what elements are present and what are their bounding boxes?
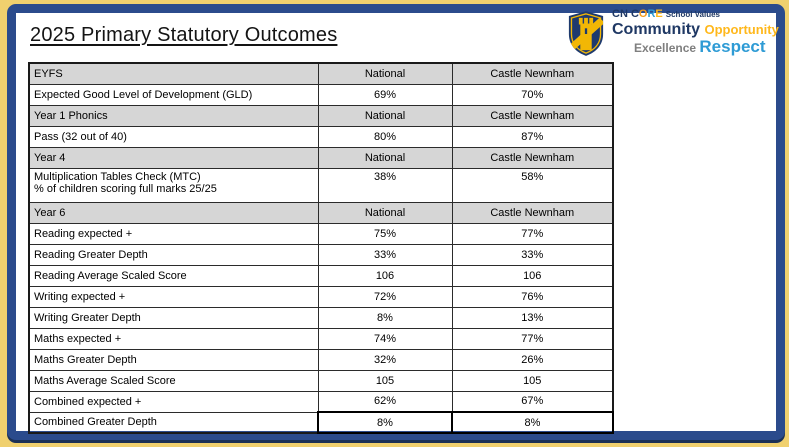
school-value-cell: 77% <box>451 222 614 245</box>
school-value-cell: 77% <box>451 327 614 350</box>
table-row: Writing expected +72% 76% <box>28 285 614 308</box>
row-label-cell: EYFS <box>28 62 319 85</box>
school-value-cell: 87% <box>451 125 614 148</box>
table-row: Combined expected +62% 67% <box>28 390 614 413</box>
cn-label: CN <box>612 8 631 20</box>
row-label-cell: Writing Greater Depth <box>28 306 319 329</box>
national-value-cell: 74% <box>317 327 453 350</box>
table-row: Combined Greater Depth 8% 8% <box>28 411 614 434</box>
school-value-cell: 67% <box>451 390 614 413</box>
row-label-cell: Reading Greater Depth <box>28 243 319 266</box>
school-value-cell: 106 <box>451 264 614 287</box>
community-label: Community <box>612 20 705 38</box>
table-row: Reading Average Scaled Score 106 106 <box>28 264 614 287</box>
row-label-cell: Combined expected + <box>28 390 319 413</box>
row-label-cell: Reading Average Scaled Score <box>28 264 319 287</box>
school-crest-icon <box>568 11 604 56</box>
excellence-label: Excellence <box>634 41 700 56</box>
table-row: Writing Greater Depth 8% 13% <box>28 306 614 329</box>
community-opportunity-line: Community Opportunity <box>612 20 779 39</box>
row-label-cell: Maths expected + <box>28 327 319 350</box>
opportunity-label: Opportunity <box>704 21 779 37</box>
national-value-cell: 72% <box>317 285 453 308</box>
row-label-cell: Maths Greater Depth <box>28 348 319 371</box>
national-value-cell: 32% <box>317 348 453 371</box>
table-row: Reading Greater Depth 33% 33% <box>28 243 614 266</box>
national-value-cell: 62% <box>317 390 453 413</box>
row-label-cell: Year 1 Phonics <box>28 104 319 127</box>
school-value-cell: 33% <box>451 243 614 266</box>
national-value-cell: National <box>317 104 453 127</box>
outcomes-table-body: EYFS National Castle Newnham Expected Good … <box>28 62 614 434</box>
section-header-row: Year 6 National Castle Newnham <box>28 201 614 224</box>
table-row: Pass (32 out of 40) 80% 87% <box>28 125 614 148</box>
national-value-cell: 80% <box>317 125 453 148</box>
core-letter-r: R <box>647 8 656 20</box>
school-value-cell: 76% <box>451 285 614 308</box>
section-header-row: Year 4 National Castle Newnham <box>28 146 614 169</box>
row-label-cell: Combined Greater Depth <box>28 411 319 434</box>
school-value-cell: Castle Newnham <box>451 104 614 127</box>
school-value-cell: Castle Newnham <box>451 146 614 169</box>
national-value-cell: National <box>317 146 453 169</box>
national-value-cell: National <box>317 62 453 85</box>
table-row: Maths expected +74% 77% <box>28 327 614 350</box>
table-row: Multiplication Tables Check (MTC)% of ch… <box>28 167 614 203</box>
core-letter-c: C <box>630 8 639 20</box>
school-value-cell: Castle Newnham <box>451 62 614 85</box>
table-row: Expected Good Level of Development (GLD)… <box>28 83 614 106</box>
table-row: Maths Average Scaled Score 105 105 <box>28 369 614 392</box>
row-label-cell: Writing expected + <box>28 285 319 308</box>
school-value-cell: 8% <box>451 411 614 434</box>
national-value-cell: 8% <box>317 411 453 434</box>
national-value-cell: 33% <box>317 243 453 266</box>
row-label-cell: Reading expected + <box>28 222 319 245</box>
school-value-cell: 26% <box>451 348 614 371</box>
page-title: 2025 Primary Statutory Outcomes <box>30 24 338 46</box>
school-value-cell: 105 <box>451 369 614 392</box>
national-value-cell: 69% <box>317 83 453 106</box>
core-values-line: CN CORE School Values <box>612 8 779 21</box>
school-value-cell: 13% <box>451 306 614 329</box>
row-label-cell: Year 4 <box>28 146 319 169</box>
national-value-cell: National <box>317 201 453 224</box>
core-letter-e: E <box>655 8 663 20</box>
section-header-row: Year 1 Phonics National Castle Newnham <box>28 104 614 127</box>
excellence-respect-line: Excellence Respect <box>612 38 779 57</box>
national-value-cell: 106 <box>317 264 453 287</box>
row-label-cell: Maths Average Scaled Score <box>28 369 319 392</box>
table-row: Maths Greater Depth 32% 26% <box>28 348 614 371</box>
row-label-cell: Pass (32 out of 40) <box>28 125 319 148</box>
school-value-cell: Castle Newnham <box>451 201 614 224</box>
row-label-cell: Multiplication Tables Check (MTC)% of ch… <box>28 167 319 203</box>
school-values-label: School Values <box>665 10 721 19</box>
row-label-cell: Year 6 <box>28 201 319 224</box>
national-value-cell: 105 <box>317 369 453 392</box>
national-value-cell: 8% <box>317 306 453 329</box>
core-letter-o: O <box>638 8 648 20</box>
row-label-cell: Expected Good Level of Development (GLD) <box>28 83 319 106</box>
school-value-cell: 58% <box>451 167 614 203</box>
respect-label: Respect <box>699 37 766 57</box>
school-logo: CN CORE School Values Community Opportuni… <box>567 8 779 59</box>
section-header-row: EYFS National Castle Newnham <box>28 62 614 85</box>
school-value-cell: 70% <box>451 83 614 106</box>
table-row: Reading expected +75% 77% <box>28 222 614 245</box>
national-value-cell: 75% <box>317 222 453 245</box>
school-motto-text: CN CORE School Values Community Opportuni… <box>612 8 779 57</box>
outcomes-table: EYFS National Castle Newnham Expected Good … <box>28 62 614 434</box>
national-value-cell: 38% <box>317 167 453 203</box>
